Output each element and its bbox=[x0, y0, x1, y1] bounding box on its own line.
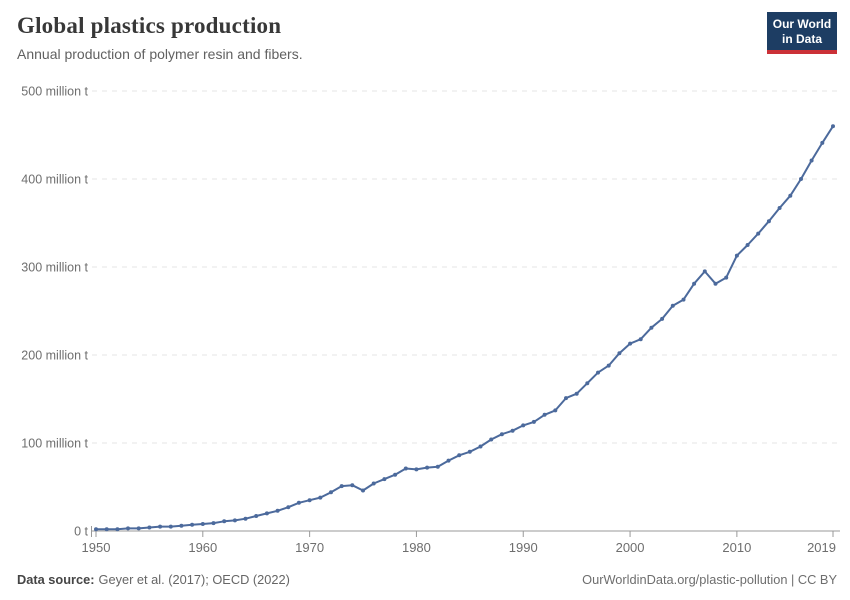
data-point-2018[interactable] bbox=[820, 140, 825, 145]
data-point-1962[interactable] bbox=[222, 519, 227, 524]
data-point-1972[interactable] bbox=[329, 490, 333, 495]
data-point-1999[interactable] bbox=[617, 351, 622, 356]
x-axis-label: 1990 bbox=[509, 540, 538, 555]
data-point-1966[interactable] bbox=[264, 511, 269, 516]
data-point-1952[interactable] bbox=[115, 527, 120, 532]
data-point-2001[interactable] bbox=[638, 337, 643, 342]
x-axis-label: 1950 bbox=[82, 540, 111, 555]
data-point-1988[interactable] bbox=[499, 432, 504, 437]
y-axis-label: 500 million t bbox=[21, 85, 88, 99]
data-point-2013[interactable] bbox=[766, 219, 771, 224]
data-point-1969[interactable] bbox=[296, 500, 301, 505]
data-point-1990[interactable] bbox=[521, 423, 526, 428]
x-axis-label: 1960 bbox=[188, 540, 217, 555]
owid-link[interactable]: OurWorldinData.org/plastic-pollution | C… bbox=[582, 572, 837, 587]
data-point-1989[interactable] bbox=[510, 428, 515, 433]
data-point-1994[interactable] bbox=[564, 396, 568, 401]
data-point-2010[interactable] bbox=[734, 253, 739, 258]
chart-title: Global plastics production bbox=[17, 13, 282, 38]
data-point-1961[interactable] bbox=[211, 521, 216, 526]
data-point-1970[interactable] bbox=[307, 498, 312, 503]
data-point-1977[interactable] bbox=[382, 477, 387, 482]
owid-logo-line2: in Data bbox=[781, 32, 822, 46]
data-point-2009[interactable] bbox=[724, 275, 729, 280]
data-point-2015[interactable] bbox=[788, 193, 793, 198]
data-point-1992[interactable] bbox=[542, 412, 547, 417]
x-axis-label: 1980 bbox=[402, 540, 431, 555]
data-point-1985[interactable] bbox=[467, 449, 472, 454]
data-point-1991[interactable] bbox=[531, 419, 536, 424]
data-point-1964[interactable] bbox=[243, 516, 248, 521]
data-point-1973[interactable] bbox=[339, 484, 344, 489]
data-point-1958[interactable] bbox=[179, 523, 184, 528]
data-source: Data source: Geyer et al. (2017); OECD (2… bbox=[17, 572, 290, 587]
data-point-1996[interactable] bbox=[585, 381, 590, 386]
data-point-1956[interactable] bbox=[158, 524, 163, 529]
data-point-2019[interactable] bbox=[831, 124, 835, 129]
x-axis-label: 2010 bbox=[722, 540, 751, 555]
owid-logo-line1: Our World bbox=[772, 17, 832, 31]
data-point-1968[interactable] bbox=[286, 505, 291, 510]
data-source-label: Data source: bbox=[17, 572, 95, 587]
data-point-1984[interactable] bbox=[457, 453, 462, 458]
data-point-2016[interactable] bbox=[799, 177, 803, 181]
data-point-1950[interactable] bbox=[94, 527, 98, 532]
data-point-1978[interactable] bbox=[393, 472, 398, 477]
data-point-1995[interactable] bbox=[574, 391, 579, 396]
chart-footer: Data source: Geyer et al. (2017); OECD (2… bbox=[17, 572, 837, 587]
data-point-1953[interactable] bbox=[126, 526, 130, 531]
data-point-1981[interactable] bbox=[425, 465, 430, 470]
data-point-1954[interactable] bbox=[136, 526, 141, 531]
data-point-1983[interactable] bbox=[446, 458, 451, 463]
x-axis-label: 2000 bbox=[616, 540, 645, 555]
chart-subtitle: Annual production of polymer resin and f… bbox=[17, 46, 303, 62]
data-point-1974[interactable] bbox=[350, 483, 355, 488]
data-point-1979[interactable] bbox=[403, 466, 408, 471]
data-point-1951[interactable] bbox=[104, 527, 109, 532]
data-point-2017[interactable] bbox=[809, 158, 814, 163]
data-point-1971[interactable] bbox=[318, 495, 323, 500]
data-point-1986[interactable] bbox=[478, 444, 483, 449]
data-point-2011[interactable] bbox=[745, 243, 750, 247]
data-point-1967[interactable] bbox=[275, 508, 280, 513]
owid-logo[interactable]: Our World in Data bbox=[767, 12, 837, 54]
data-point-1976[interactable] bbox=[371, 481, 376, 486]
y-axis-label: 400 million t bbox=[21, 173, 88, 187]
x-axis-label: 2019 bbox=[807, 540, 836, 555]
data-point-1960[interactable] bbox=[200, 522, 205, 526]
data-source-value: Geyer et al. (2017); OECD (2022) bbox=[98, 572, 290, 587]
data-point-2007[interactable] bbox=[702, 269, 707, 274]
data-point-2012[interactable] bbox=[756, 231, 761, 236]
x-axis-label: 1970 bbox=[295, 540, 324, 555]
data-point-1959[interactable] bbox=[190, 522, 195, 527]
y-axis-label: 100 million t bbox=[21, 437, 88, 451]
data-point-1987[interactable] bbox=[489, 437, 494, 442]
data-point-1982[interactable] bbox=[435, 464, 440, 469]
data-point-1963[interactable] bbox=[232, 518, 237, 523]
data-point-1997[interactable] bbox=[596, 370, 600, 375]
data-point-2004[interactable] bbox=[670, 303, 675, 308]
data-point-2005[interactable] bbox=[681, 297, 686, 302]
data-point-1998[interactable] bbox=[606, 363, 611, 368]
data-point-1965[interactable] bbox=[254, 514, 259, 518]
data-point-2014[interactable] bbox=[777, 206, 782, 210]
data-point-2003[interactable] bbox=[660, 316, 665, 321]
data-point-1957[interactable] bbox=[168, 524, 173, 529]
data-point-2008[interactable] bbox=[713, 281, 718, 286]
data-point-2000[interactable] bbox=[628, 341, 633, 346]
y-axis-label: 300 million t bbox=[21, 261, 88, 275]
data-point-2006[interactable] bbox=[692, 281, 697, 286]
data-point-1955[interactable] bbox=[147, 525, 152, 530]
data-line[interactable] bbox=[95, 125, 834, 531]
data-point-2002[interactable] bbox=[649, 325, 654, 330]
y-axis-label: 0 t bbox=[74, 525, 88, 539]
y-axis-label: 200 million t bbox=[21, 349, 88, 363]
data-point-1993[interactable] bbox=[553, 408, 558, 413]
chart-header: Global plastics production Annual produc… bbox=[17, 13, 303, 62]
data-point-1975[interactable] bbox=[361, 488, 365, 493]
data-point-1980[interactable] bbox=[414, 467, 419, 472]
